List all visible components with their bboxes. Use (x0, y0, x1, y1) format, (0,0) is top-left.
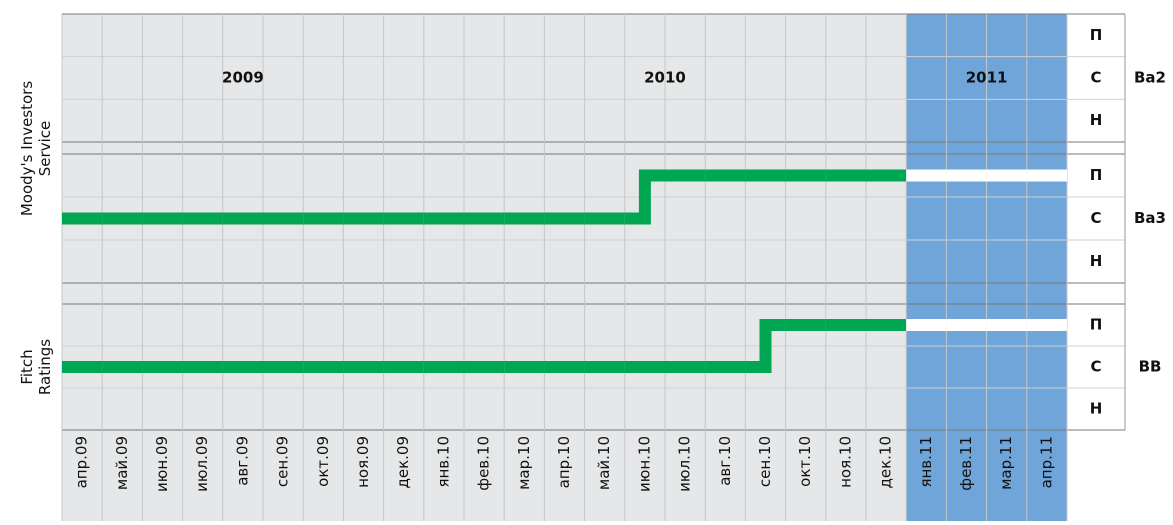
highlight-column (906, 14, 947, 521)
month-label: июл.10 (676, 436, 694, 492)
month-label: авг.09 (233, 436, 251, 486)
level-label: Н (1090, 111, 1103, 129)
year-label: 2011 (966, 69, 1008, 87)
level-label: Н (1090, 400, 1103, 418)
agency-label: FitchRatings (18, 339, 54, 395)
rating-label: BB (1139, 358, 1162, 376)
month-label: июл.09 (193, 436, 211, 492)
month-label: апр.09 (73, 436, 91, 488)
year-label: 2010 (644, 69, 686, 87)
rating-line (624, 169, 665, 225)
highlight-column (1026, 14, 1067, 521)
month-label: мар.11 (997, 436, 1015, 490)
level-label: С (1090, 358, 1101, 376)
month-label: июн.09 (153, 436, 171, 492)
month-label: дек.09 (394, 436, 412, 489)
level-label: Н (1090, 252, 1103, 270)
agency-line: Service (36, 121, 54, 176)
agency-label: Moody's InvestorsService (18, 81, 54, 216)
rating-label: Ba3 (1134, 209, 1166, 227)
month-label: авг.10 (716, 436, 734, 486)
month-label: окт.09 (314, 436, 332, 487)
month-label: мар.10 (515, 436, 533, 490)
rating-label: Ba2 (1134, 69, 1166, 87)
plot-background (62, 14, 1067, 521)
agency-line: Fitch (18, 349, 36, 384)
month-label: фев.11 (957, 436, 975, 491)
month-label: май.09 (113, 436, 131, 490)
level-label: П (1090, 26, 1103, 44)
month-label: сен.10 (756, 436, 774, 487)
month-label: окт.10 (796, 436, 814, 487)
highlight-column (986, 14, 1027, 521)
month-label: янв.10 (434, 436, 452, 488)
rating-line (745, 319, 786, 373)
month-label: ноя.10 (836, 436, 854, 488)
month-label: ноя.09 (354, 436, 372, 488)
level-label: П (1090, 166, 1103, 184)
level-label: С (1090, 209, 1101, 227)
agency-line: Moody's Investors (18, 81, 36, 216)
agency-line: Ratings (36, 339, 54, 395)
month-label: апр.11 (1037, 436, 1055, 488)
year-label: 2009 (222, 69, 264, 87)
level-label: П (1090, 316, 1103, 334)
month-label: фев.10 (475, 436, 493, 491)
highlight-column (946, 14, 987, 521)
level-label: С (1090, 69, 1101, 87)
month-label: апр.10 (555, 436, 573, 488)
month-label: янв.11 (917, 436, 935, 488)
month-label: июн.10 (635, 436, 653, 492)
month-label: сен.09 (274, 436, 292, 487)
month-label: май.10 (595, 436, 613, 490)
month-label: дек.10 (877, 436, 895, 489)
